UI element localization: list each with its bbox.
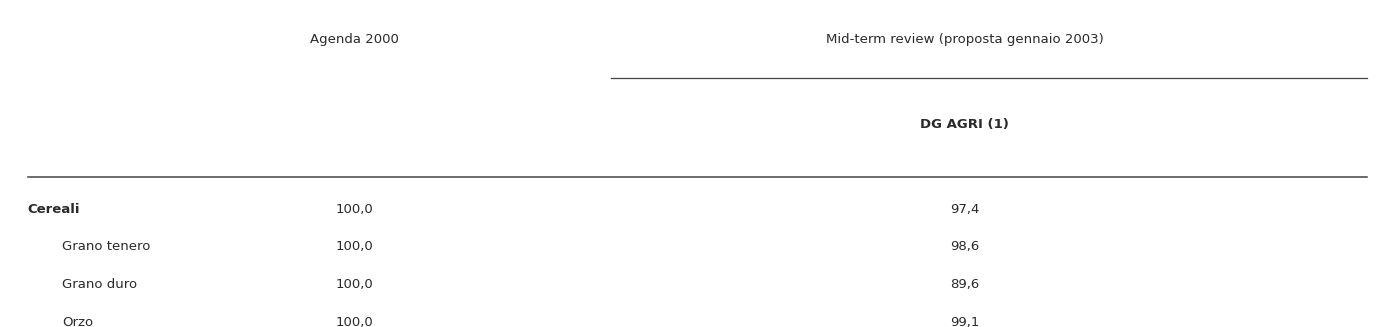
Text: 100,0: 100,0 bbox=[335, 203, 373, 216]
Text: Mid-term review (proposta gennaio 2003): Mid-term review (proposta gennaio 2003) bbox=[826, 33, 1103, 46]
Text: Cereali: Cereali bbox=[28, 203, 81, 216]
Text: Grano tenero: Grano tenero bbox=[62, 240, 151, 253]
Text: Agenda 2000: Agenda 2000 bbox=[310, 33, 398, 46]
Text: DG AGRI (1): DG AGRI (1) bbox=[920, 118, 1009, 131]
Text: Grano duro: Grano duro bbox=[62, 278, 137, 291]
Text: 89,6: 89,6 bbox=[949, 278, 980, 291]
Text: 98,6: 98,6 bbox=[949, 240, 980, 253]
Text: 99,1: 99,1 bbox=[949, 316, 980, 327]
Text: 100,0: 100,0 bbox=[335, 316, 373, 327]
Text: Orzo: Orzo bbox=[62, 316, 93, 327]
Text: 100,0: 100,0 bbox=[335, 278, 373, 291]
Text: 100,0: 100,0 bbox=[335, 240, 373, 253]
Text: 97,4: 97,4 bbox=[949, 203, 980, 216]
